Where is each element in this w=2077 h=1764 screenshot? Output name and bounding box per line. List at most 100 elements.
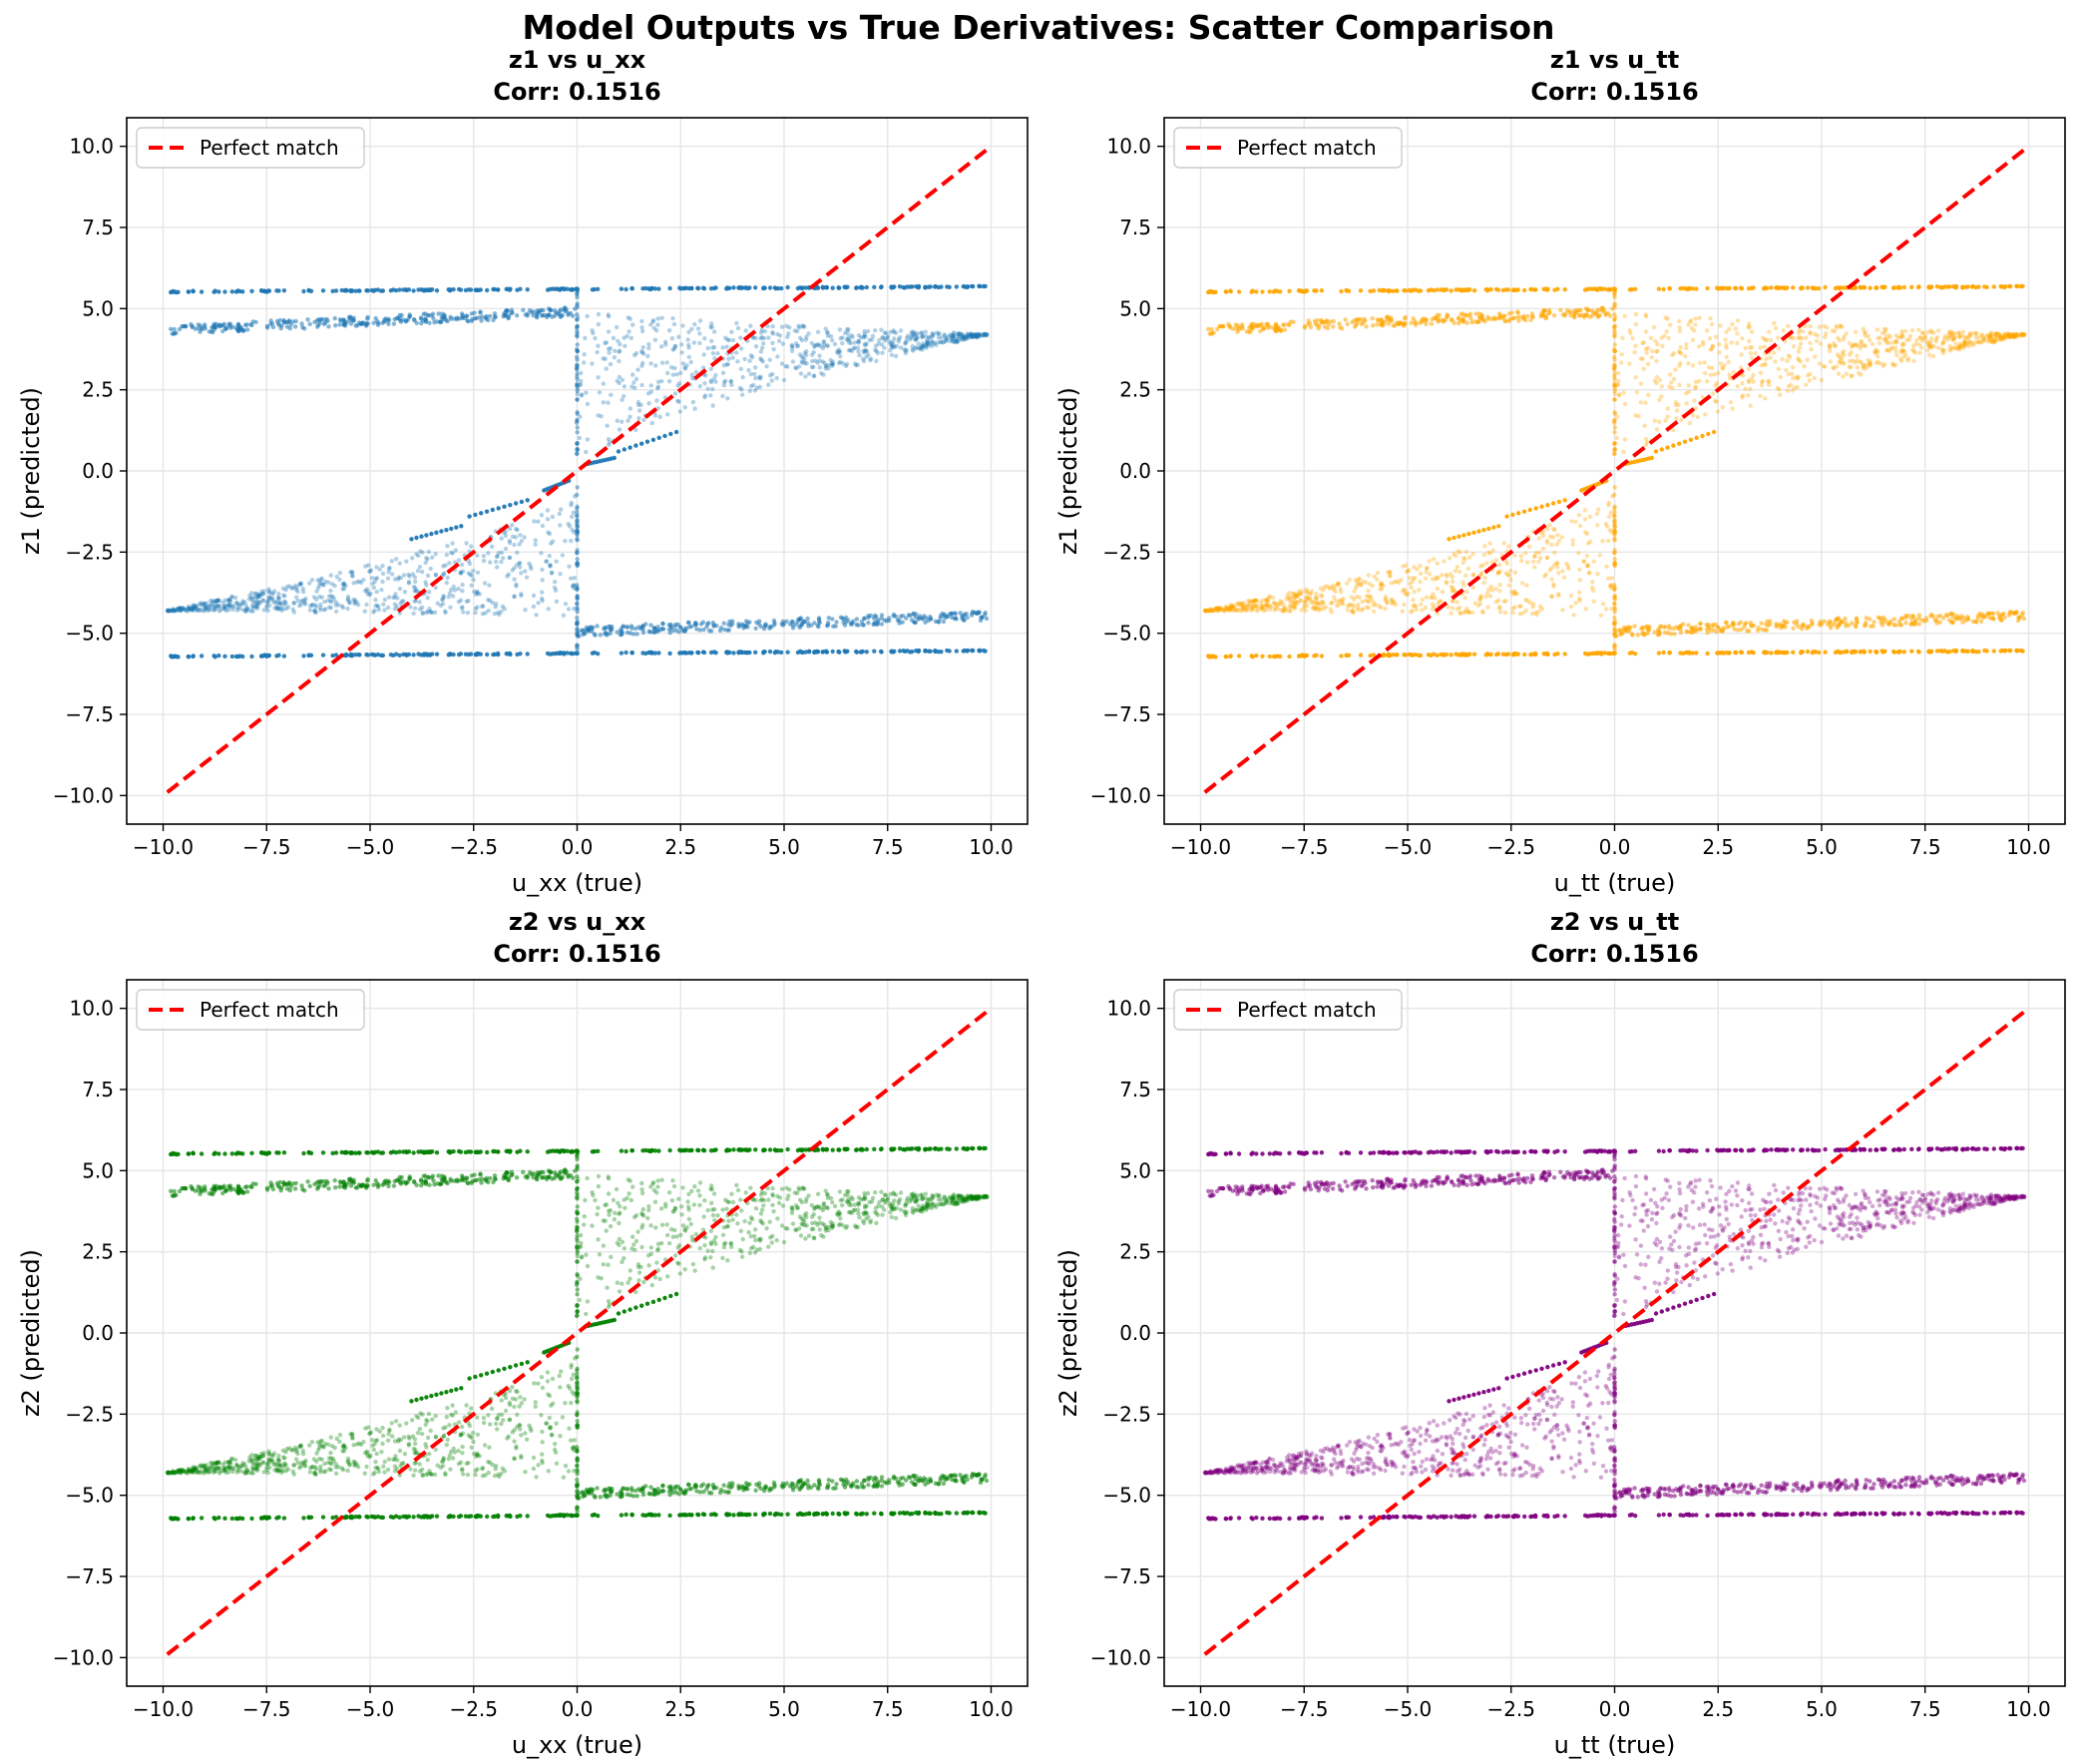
figure-title: Model Outputs vs True Derivatives: Scatt… [522,8,1555,47]
scatter-point [550,514,556,520]
scatter-point [484,509,490,514]
scatter-point [796,323,801,328]
scatter-point [1905,613,1911,619]
scatter-point [825,330,830,335]
scatter-point [1797,357,1802,362]
scatter-point [1881,337,1887,342]
scatter-point [413,579,418,585]
scatter-point [404,559,409,564]
scatter-point [488,560,493,565]
scatter-point [1818,341,1824,346]
scatter-point [844,337,849,342]
scatter-point [575,441,580,447]
scatter-point [1999,618,2004,623]
scatter-point [712,344,717,350]
scatter-point [528,564,533,569]
scatter-point [1919,330,1925,335]
scatter-point [1970,284,1975,289]
scatter-point [1435,586,1441,592]
scatter-point [421,653,427,658]
scatter-point [665,412,670,417]
scatter-point [1395,288,1400,293]
scatter-point [222,289,227,294]
scatter-point [877,337,882,343]
scatter-point [857,352,862,358]
scatter-point [324,316,329,322]
scatter-point [575,349,580,354]
scatter-point [419,320,424,326]
scatter-point [1733,326,1739,331]
scatter-point [525,652,530,657]
scatter-point [937,330,942,336]
scatter-point [596,286,601,291]
scatter-point [762,328,768,334]
scatter-point [433,572,439,578]
scatter-point [1661,650,1666,656]
scatter-point [1763,628,1768,633]
scatter-point [686,345,691,350]
scatter-point [412,317,417,323]
scatter-point [410,556,415,561]
scatter-point [191,603,196,608]
scatter-point [662,339,668,344]
scatter-point [1417,588,1422,593]
scatter-point [1619,352,1624,357]
scatter-point [817,365,822,370]
scatter-point [779,650,784,656]
scatter-point [1699,627,1704,632]
scatter-point [477,592,482,597]
scatter-point [1271,654,1277,660]
scatter-point [836,347,841,352]
scatter-point [445,575,450,581]
scatter-point [1684,341,1689,347]
scatter-point [872,649,877,654]
scatter-point [970,283,975,289]
scatter-point [558,314,563,319]
scatter-point [654,398,659,403]
scatter-point [1817,650,1822,656]
scatter-point [233,289,239,294]
scatter-point [470,316,475,322]
scatter-point [1720,629,1726,634]
scatter-point [843,284,849,290]
scatter-point [1975,339,1981,345]
scatter-point [761,341,766,346]
scatter-point [234,608,239,613]
scatter-point [854,617,860,622]
scatter-point [962,618,967,623]
scatter-point [290,585,296,591]
scatter-point [460,315,465,320]
scatter-point [1426,653,1432,658]
scatter-point [715,351,720,356]
scatter-point [216,603,221,609]
scatter-point [606,437,612,442]
scatter-point [815,329,821,334]
scatter-point [623,286,628,292]
scatter-point [1756,626,1762,631]
scatter-point [914,336,919,341]
scatter-point [793,341,799,346]
scatter-point [812,343,817,348]
scatter-point [545,508,551,513]
scatter-point [650,437,656,442]
scatter-point [708,324,713,329]
scatter-point [523,608,528,613]
scatter-point [1633,321,1639,327]
scatter-point [364,602,369,608]
scatter-point [425,557,430,562]
scatter-point [1875,354,1880,359]
scatter-point [233,654,239,660]
scatter-point [1915,649,1921,655]
scatter-point [1818,623,1823,628]
scatter-point [953,611,959,617]
scatter-point [1666,624,1672,629]
scatter-point [1992,339,1997,344]
scatter-point [785,284,790,290]
scatter-point [622,384,627,389]
scatter-point [430,311,436,316]
scatter-point [1993,331,1999,336]
scatter-point [745,621,750,626]
scatter-point [711,285,717,291]
scatter-point [1848,358,1853,364]
scatter-point [619,651,624,656]
